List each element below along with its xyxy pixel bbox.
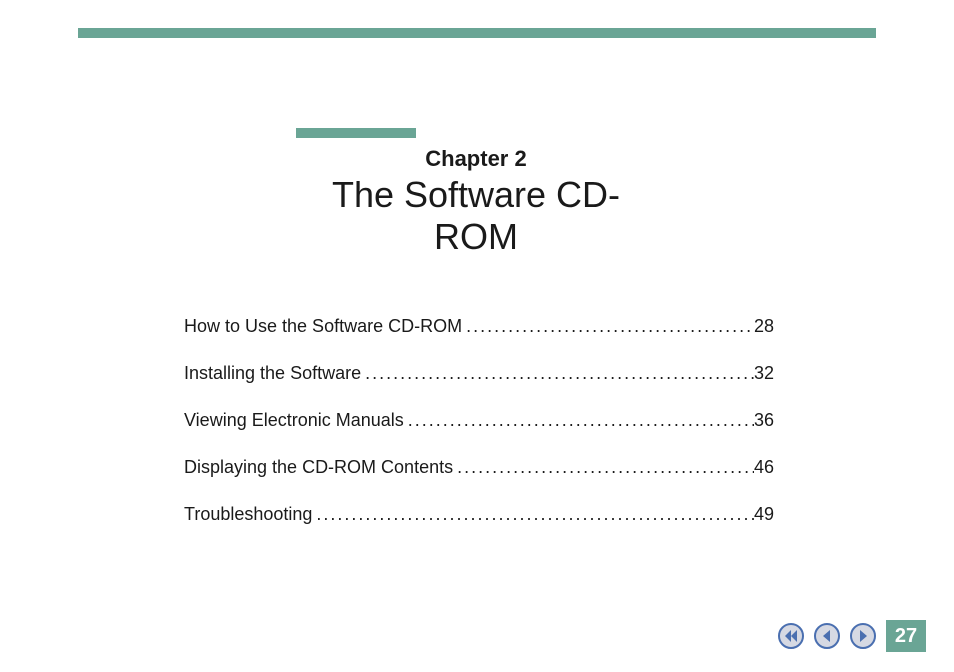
toc-entry-title: Troubleshooting	[184, 504, 312, 525]
chapter-title: The Software CD-ROM	[296, 174, 656, 258]
toc-leader-dots	[312, 504, 754, 525]
toc-entry-page: 28	[754, 316, 774, 337]
accent-rule	[296, 128, 416, 138]
toc-entry-page: 36	[754, 410, 774, 431]
toc-entry[interactable]: Displaying the CD-ROM Contents 46	[184, 457, 774, 478]
page-number-badge: 27	[886, 620, 926, 652]
toc-leader-dots	[462, 316, 754, 337]
previous-page-button[interactable]	[814, 623, 840, 649]
chevron-right-icon	[857, 630, 869, 642]
toc-leader-dots	[453, 457, 754, 478]
toc-entry[interactable]: Viewing Electronic Manuals 36	[184, 410, 774, 431]
toc-entry-title: Viewing Electronic Manuals	[184, 410, 404, 431]
toc-entry-page: 46	[754, 457, 774, 478]
first-page-button[interactable]	[778, 623, 804, 649]
chevron-left-icon	[821, 630, 833, 642]
toc-leader-dots	[404, 410, 754, 431]
next-page-button[interactable]	[850, 623, 876, 649]
toc-entry[interactable]: Troubleshooting 49	[184, 504, 774, 525]
chapter-label: Chapter 2	[296, 146, 656, 172]
page-number: 27	[895, 625, 917, 648]
toc-entry-page: 49	[754, 504, 774, 525]
toc-entry-title: Displaying the CD-ROM Contents	[184, 457, 453, 478]
header-rule	[78, 28, 876, 38]
toc-leader-dots	[361, 363, 754, 384]
table-of-contents: How to Use the Software CD-ROM 28 Instal…	[184, 316, 774, 551]
double-chevron-left-icon	[784, 630, 798, 642]
toc-entry-title: Installing the Software	[184, 363, 361, 384]
toc-entry-title: How to Use the Software CD-ROM	[184, 316, 462, 337]
page-footer: 27	[778, 620, 926, 652]
toc-entry-page: 32	[754, 363, 774, 384]
toc-entry[interactable]: How to Use the Software CD-ROM 28	[184, 316, 774, 337]
toc-entry[interactable]: Installing the Software 32	[184, 363, 774, 384]
